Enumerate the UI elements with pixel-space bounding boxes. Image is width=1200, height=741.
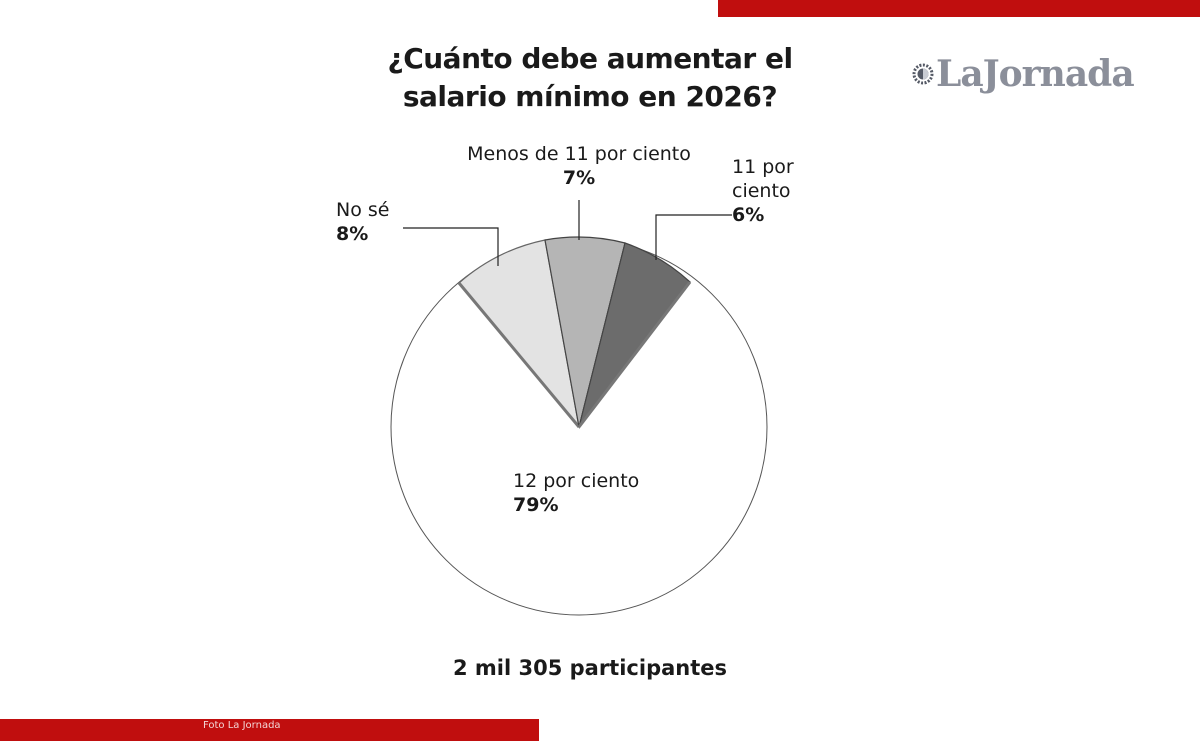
chart-title: ¿Cuánto debe aumentar el salario mínimo … — [380, 40, 800, 116]
sun-gear-icon — [912, 63, 934, 85]
photo-credit: Foto La Jornada — [203, 720, 281, 731]
title-line-2: salario mínimo en 2026? — [402, 80, 778, 113]
label-no-se-pct: 8% — [336, 223, 369, 245]
label-no-se: No sé 8% — [336, 198, 389, 246]
title-line-1: ¿Cuánto debe aumentar el — [387, 42, 793, 75]
slice-no-se — [458, 239, 580, 430]
label-11-line2: ciento — [732, 180, 791, 202]
participants-count: 2 mil 305 participantes — [452, 656, 728, 680]
label-menos-11: Menos de 11 por ciento 7% — [463, 142, 695, 190]
bottom-brand-bar: Foto La Jornada — [0, 719, 539, 741]
leader-line-no-se — [403, 227, 499, 266]
label-no-se-name: No sé — [336, 199, 390, 221]
la-jornada-logo: LaJornada — [912, 52, 1135, 96]
label-12-por-ciento: 12 por ciento 79% — [513, 469, 639, 517]
label-11-por-ciento: 11 por ciento 6% — [732, 155, 794, 227]
label-menos-11-pct: 7% — [562, 167, 596, 189]
leader-line-11 — [655, 214, 732, 260]
label-11-pct: 6% — [732, 204, 765, 226]
logo-text: LaJornada — [936, 53, 1135, 95]
label-12-pct: 79% — [513, 494, 559, 516]
label-11-line1: 11 por — [732, 156, 794, 178]
label-12-name: 12 por ciento — [513, 470, 640, 492]
label-menos-11-name: Menos de 11 por ciento — [467, 143, 691, 165]
slice-11-por-ciento — [578, 242, 691, 428]
top-brand-bar — [718, 0, 1200, 17]
